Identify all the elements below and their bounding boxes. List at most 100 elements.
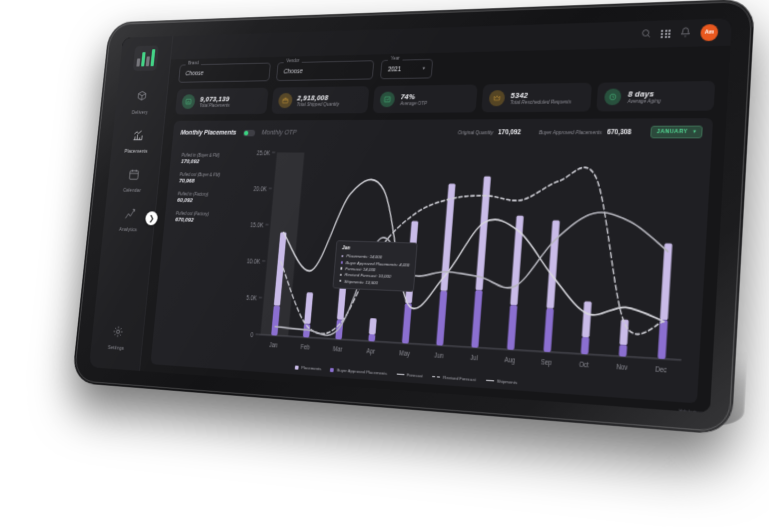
sidebar-item-label: Calendar (122, 187, 142, 194)
kpi-value: 9,073,139 (199, 94, 230, 103)
brand-filter-value: Choose (185, 70, 204, 77)
sidebar-spacer (119, 241, 127, 319)
year-filter-label: Year (387, 56, 403, 62)
legend-line (485, 379, 494, 382)
kpi-card-total-shipped-quantity[interactable]: 2,918,008 Total Shipped Quantity (270, 86, 370, 114)
legend-item-shipments[interactable]: Shipments (485, 378, 518, 386)
bell-icon[interactable] (680, 24, 692, 43)
avatar[interactable]: Am (700, 23, 719, 42)
tooltip-title: Jan (341, 245, 351, 252)
sidebar-item-label: Analytics (118, 227, 138, 234)
box-icon (277, 92, 293, 109)
svg-text:Jul: Jul (470, 354, 479, 363)
header-stat-label: Original Quantity (457, 130, 494, 136)
legend-label: Placements (300, 364, 322, 372)
legend-swatch (294, 365, 299, 370)
chart-credit[interactable]: Highcharts.com (678, 408, 706, 414)
svg-text:Mar: Mar (333, 345, 344, 354)
svg-text:20.0K: 20.0K (253, 186, 267, 194)
kpi-value: 8 days (627, 88, 655, 99)
analytics-icon (123, 207, 136, 225)
app-logo[interactable] (132, 45, 159, 72)
dashboard-app: Delivery Placements Cale (88, 18, 732, 414)
sidebar-item-label: Settings (107, 345, 125, 352)
legend-item-revised-forecast[interactable]: Revised Forecast (432, 374, 476, 382)
chevron-down-icon: ▾ (422, 65, 426, 72)
side-stat-value: 70,968 (178, 177, 195, 185)
sidebar-item-calendar[interactable]: Calendar (109, 162, 157, 198)
placements-otp-toggle[interactable] (242, 129, 256, 136)
vendor-filter-value: Choose (283, 67, 303, 75)
side-stat-pulled-in-buyer-fm: Pulled in (Buyer & FM) 170,092 (181, 153, 240, 165)
header-stat-original-quantity: Original Quantity 170,092 (458, 129, 521, 136)
legend-line (396, 373, 405, 376)
svg-text:Jun: Jun (434, 352, 444, 361)
side-stat-pulled-in-factory: Pulled in (Factory) 60,092 (177, 192, 236, 205)
side-stat-value: 670,092 (174, 216, 194, 224)
header-stat-value: 670,308 (606, 128, 632, 136)
header-stat-value: 170,092 (497, 128, 522, 136)
trend-up-icon (379, 91, 396, 108)
svg-text:Nov: Nov (616, 363, 629, 372)
kpi-label: Total Placements (199, 103, 230, 109)
sidebar-item-delivery[interactable]: Delivery (117, 85, 165, 121)
legend-line-dashed (432, 376, 441, 378)
gear-icon (111, 325, 124, 343)
placements-icon (131, 129, 144, 146)
kpi-value: 74% (400, 91, 416, 101)
calendar-icon (127, 168, 140, 185)
legend-item-forecast[interactable]: Forecast (396, 372, 423, 378)
tablet-screen: Delivery Placements Cale (88, 18, 732, 414)
svg-text:Dec: Dec (655, 365, 668, 375)
svg-text:5.0K: 5.0K (246, 294, 258, 302)
side-stat-value: 60,092 (176, 197, 193, 204)
vendor-filter[interactable]: Vendor Choose (275, 59, 375, 82)
side-stat-label: Pulled in (Buyer & FM) (181, 152, 220, 158)
header-stat-buyer-approved-placements: Buyer Approved Placements 670,308 (539, 128, 632, 135)
year-filter-value: 2021 (387, 65, 402, 73)
kpi-card-average-aging[interactable]: 8 days Average Aging (596, 80, 716, 112)
month-selector[interactable]: JANUARY ▾ (649, 125, 703, 139)
side-stat-label: Pulled out (Buyer & FM) (179, 172, 221, 178)
legend-label: Revised Forecast (442, 374, 477, 383)
legend-item-placements[interactable]: Placements (294, 364, 322, 372)
chart-canvas[interactable]: 0 5.0K 10.0K 15.0K 20.0K 25.0K Jan Feb Mar Apr May… (226, 144, 702, 391)
svg-text:10.0K: 10.0K (246, 258, 260, 266)
side-stat-pulled-out-factory: Pulled out (Factory) 670,092 (175, 211, 234, 225)
kpi-card-total-placements[interactable]: 9,073,139 Total Placements (175, 87, 269, 115)
svg-text:Sep: Sep (541, 358, 553, 367)
tablet-device: Delivery Placements Cale (71, 0, 756, 436)
search-icon[interactable] (641, 25, 653, 44)
sidebar-item-label: Delivery (131, 110, 149, 116)
sidebar-item-placements[interactable]: Placements (113, 124, 161, 159)
legend-label: Buyer Approved Placements (336, 367, 388, 376)
side-stat-pulled-out-buyer-fm: Pulled out (Buyer & FM) 70,968 (179, 172, 238, 185)
svg-text:Aug: Aug (504, 356, 516, 365)
kpi-value: 2,918,008 (296, 92, 329, 102)
brand-filter[interactable]: Brand Choose (178, 61, 271, 83)
chevron-down-icon: ▾ (692, 128, 697, 136)
svg-text:May: May (399, 349, 411, 358)
legend-label: Shipments (496, 378, 518, 386)
grid-apps-icon[interactable] (661, 29, 671, 39)
chart-panel-header: Monthly Placements Monthly OTP Original … (180, 125, 703, 139)
chart-panel: Monthly Placements Monthly OTP Original … (150, 118, 714, 413)
chart-tooltip: Jan Placements: 14,000 Buyer Approved Pl… (332, 240, 418, 292)
svg-text:0: 0 (250, 331, 254, 339)
brand-filter-label: Brand (185, 61, 202, 67)
tab-monthly-otp[interactable]: Monthly OTP (261, 129, 298, 136)
tooltip-row: Shipments: 13,500 (339, 278, 408, 286)
highcharts-svg: 0 5.0K 10.0K 15.0K 20.0K 25.0K Jan Feb Mar Apr May… (246, 150, 702, 375)
tab-monthly-placements[interactable]: Monthly Placements (180, 129, 237, 136)
filter-bar: Brand Choose Vendor Choose Year 2021 (178, 52, 717, 83)
topbar: Am (170, 18, 732, 60)
legend-item-buyer-approved-placements[interactable]: Buyer Approved Placements (330, 367, 387, 376)
sidebar-item-label: Placements (124, 149, 148, 155)
svg-text:Apr: Apr (366, 347, 376, 356)
sidebar-item-settings[interactable]: Settings (93, 318, 141, 357)
year-filter[interactable]: Year 2021 ▾ (379, 56, 434, 80)
svg-text:Oct: Oct (579, 361, 589, 370)
kpi-card-average-otp[interactable]: 74% Average OTP (372, 84, 478, 114)
kpi-card-total-rescheduled-requests[interactable]: 5342 Total Rescheduled Requests (481, 82, 593, 113)
